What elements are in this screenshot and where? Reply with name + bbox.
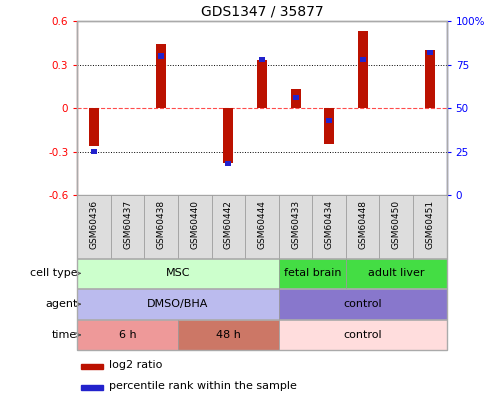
Bar [413, 195, 447, 258]
Bar [346, 259, 447, 288]
Bar [212, 195, 245, 258]
Bar [245, 195, 279, 258]
Text: time: time [52, 330, 77, 340]
Text: agent: agent [45, 299, 77, 309]
Bar [290, 89, 300, 108]
Text: GSM60440: GSM60440 [190, 200, 199, 249]
Bar [156, 44, 166, 108]
Bar [224, 108, 234, 163]
Bar [292, 95, 298, 100]
Bar [279, 290, 447, 319]
Text: GSM60442: GSM60442 [224, 200, 233, 249]
Text: control: control [343, 330, 382, 340]
Text: GSM60436: GSM60436 [90, 200, 99, 249]
Text: 6 h: 6 h [119, 330, 137, 340]
Bar [312, 195, 346, 258]
Bar [324, 108, 334, 145]
Text: fetal brain: fetal brain [283, 269, 341, 278]
Bar [358, 31, 368, 108]
Title: GDS1347 / 35877: GDS1347 / 35877 [201, 4, 323, 19]
Bar [81, 364, 103, 369]
Text: GSM60438: GSM60438 [157, 200, 166, 249]
Text: DMSO/BHA: DMSO/BHA [147, 299, 209, 309]
Bar [178, 195, 212, 258]
Text: GSM60433: GSM60433 [291, 200, 300, 249]
Text: adult liver: adult liver [368, 269, 425, 278]
Bar [279, 195, 312, 258]
Text: MSC: MSC [166, 269, 190, 278]
Bar [158, 53, 164, 58]
Bar [425, 50, 435, 108]
Bar [77, 320, 178, 350]
Bar [360, 57, 366, 62]
Text: GSM60448: GSM60448 [358, 200, 367, 249]
Bar [178, 320, 279, 350]
Bar [77, 195, 111, 258]
Bar [81, 385, 103, 390]
Bar [226, 161, 232, 166]
Text: 48 h: 48 h [216, 330, 241, 340]
Text: percentile rank within the sample: percentile rank within the sample [109, 381, 296, 391]
Bar [257, 60, 267, 108]
Text: GSM60444: GSM60444 [257, 200, 266, 249]
Bar [111, 195, 145, 258]
Bar [89, 108, 99, 146]
Bar [91, 149, 97, 154]
Bar [279, 259, 346, 288]
Bar [279, 320, 447, 350]
Bar [379, 195, 413, 258]
Bar [77, 290, 279, 319]
Bar [346, 195, 379, 258]
Text: control: control [343, 299, 382, 309]
Text: GSM60434: GSM60434 [325, 200, 334, 249]
Bar [145, 195, 178, 258]
Text: log2 ratio: log2 ratio [109, 360, 162, 370]
Bar [326, 118, 332, 123]
Bar [77, 259, 279, 288]
Text: GSM60451: GSM60451 [425, 200, 434, 249]
Text: GSM60450: GSM60450 [392, 200, 401, 249]
Text: cell type: cell type [30, 269, 77, 278]
Text: GSM60437: GSM60437 [123, 200, 132, 249]
Bar [259, 57, 265, 62]
Bar [427, 50, 433, 55]
